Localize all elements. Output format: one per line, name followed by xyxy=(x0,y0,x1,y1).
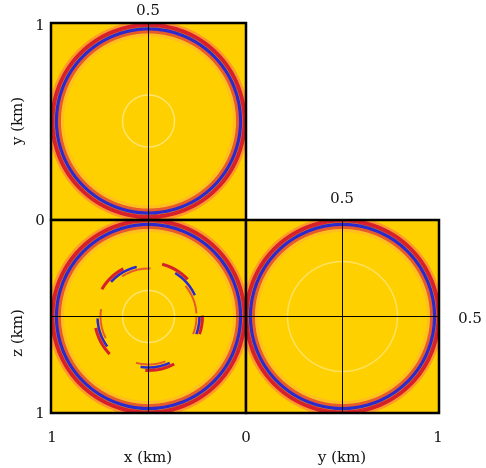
label-y-zero: 0 xyxy=(35,211,45,229)
panel-xy xyxy=(49,21,248,222)
panel-yz xyxy=(244,218,441,415)
label-right-side-mid: 0.5 xyxy=(458,309,482,327)
label-y-axis-title-bottom: y (km) xyxy=(317,448,366,466)
label-top-mid: 0.5 xyxy=(136,1,160,19)
label-z-bottom: 1 xyxy=(35,404,45,422)
label-x-zero: 0 xyxy=(241,428,251,446)
panel-xz xyxy=(49,218,248,415)
label-y-right: 1 xyxy=(433,428,443,446)
label-y-top: 1 xyxy=(35,16,45,34)
label-z-axis-title: z (km) xyxy=(8,309,26,357)
label-x-left: 1 xyxy=(47,428,57,446)
label-right-top-mid: 0.5 xyxy=(330,189,354,207)
panel-yz-frame xyxy=(244,218,441,415)
label-y-axis-title: y (km) xyxy=(8,97,26,146)
label-x-axis-title: x (km) xyxy=(124,448,172,466)
